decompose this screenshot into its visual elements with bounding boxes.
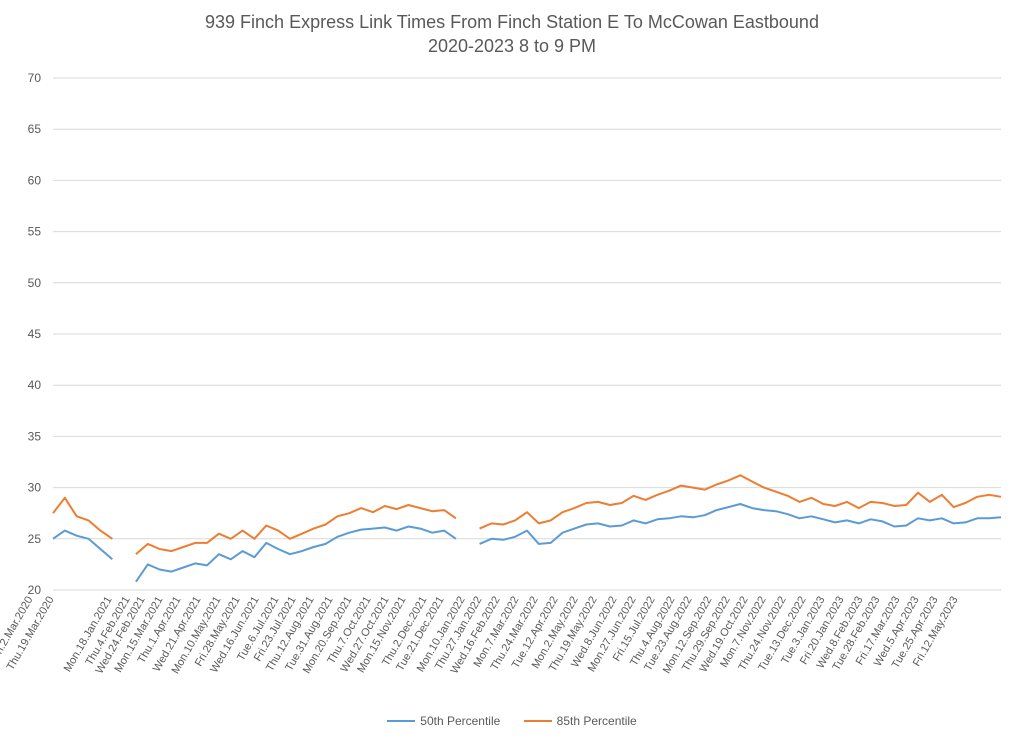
y-tick-label: 50 — [28, 276, 42, 290]
y-tick-label: 35 — [28, 429, 42, 443]
legend-item-85th: 85th Percentile — [523, 714, 637, 728]
y-tick-label: 25 — [28, 532, 42, 546]
chart-title: 939 Finch Express Link Times From Finch … — [205, 12, 819, 32]
y-tick-label: 60 — [28, 173, 42, 187]
chart-title-block: 939 Finch Express Link Times From Finch … — [0, 10, 1024, 58]
legend-label-85th: 85th Percentile — [556, 714, 637, 728]
y-tick-label: 55 — [28, 225, 42, 239]
legend-label-50th: 50th Percentile — [420, 714, 501, 728]
y-tick-label: 45 — [28, 327, 42, 341]
line-chart: 20 25 30 35 40 45 50 55 60 65 70 Mon.2.Mar.2020Thu… — [0, 71, 1002, 677]
series-line-85th — [52, 474, 1002, 555]
legend-swatch-85th — [523, 720, 552, 722]
legend-item-50th: 50th Percentile — [387, 714, 500, 728]
y-tick-label: 65 — [28, 122, 42, 136]
legend-swatch-50th — [387, 720, 416, 722]
y-tick-label: 30 — [28, 481, 42, 495]
series-line-50th — [52, 503, 1002, 583]
y-tick-label: 70 — [28, 71, 42, 85]
y-tick-label: 40 — [28, 378, 42, 392]
chart-subtitle: 2020-2023 8 to 9 PM — [427, 36, 597, 56]
y-tick-label: 20 — [28, 583, 42, 597]
y-axis-ticks: 20 25 30 35 40 45 50 55 60 65 70 — [28, 71, 42, 597]
legend: 50th Percentile 85th Percentile — [0, 711, 1024, 728]
series-group — [52, 474, 1002, 583]
